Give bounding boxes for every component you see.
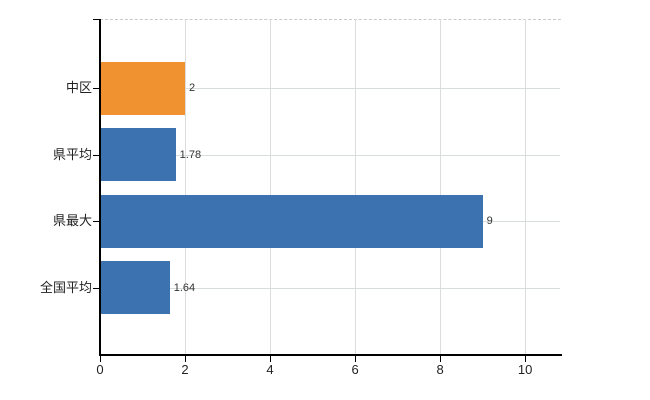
gridline-horizontal	[100, 88, 560, 89]
category-label: 県最大	[52, 213, 92, 228]
x-axis-tick-label: 2	[181, 362, 189, 377]
x-axis-tick	[440, 356, 442, 362]
x-axis-tick-label: 8	[436, 362, 444, 377]
bar-value-label: 1.78	[179, 148, 202, 161]
y-axis-tick	[93, 88, 100, 89]
gridline-vertical	[355, 19, 357, 355]
category-label: 全国平均	[39, 279, 92, 295]
bar-value-label: 9	[486, 215, 493, 227]
y-axis-line	[99, 19, 101, 356]
bar	[100, 61, 186, 115]
y-axis-tick	[93, 221, 100, 222]
plot-top-border	[100, 19, 561, 20]
y-axis-tick	[93, 154, 100, 156]
x-axis-tick	[100, 356, 101, 362]
x-axis-tick	[525, 356, 527, 362]
x-axis-tick	[185, 356, 187, 362]
bar	[100, 261, 170, 314]
y-axis-tick	[93, 287, 100, 289]
bar	[100, 128, 176, 181]
bar-value-label: 2	[189, 82, 196, 94]
bar	[100, 194, 483, 248]
x-axis-line	[99, 354, 562, 356]
x-axis-tick-label: 0	[96, 362, 104, 377]
gridline-vertical	[270, 19, 272, 355]
x-axis-tick-label: 10	[517, 362, 533, 377]
category-label: 県平均	[52, 146, 92, 162]
gridline-horizontal	[100, 287, 560, 289]
gridline-vertical	[185, 19, 187, 355]
category-label: 中区	[65, 80, 92, 95]
x-axis-tick	[355, 356, 357, 362]
bar-value-label: 1.64	[173, 281, 196, 294]
gridline-vertical	[440, 19, 442, 355]
x-axis-tick	[270, 356, 272, 362]
x-axis-tick-label: 6	[351, 362, 359, 377]
gridline-horizontal	[100, 154, 560, 156]
y-axis-end-tick	[93, 19, 100, 20]
gridline-vertical	[525, 19, 527, 355]
x-axis-tick-label: 4	[266, 362, 274, 377]
